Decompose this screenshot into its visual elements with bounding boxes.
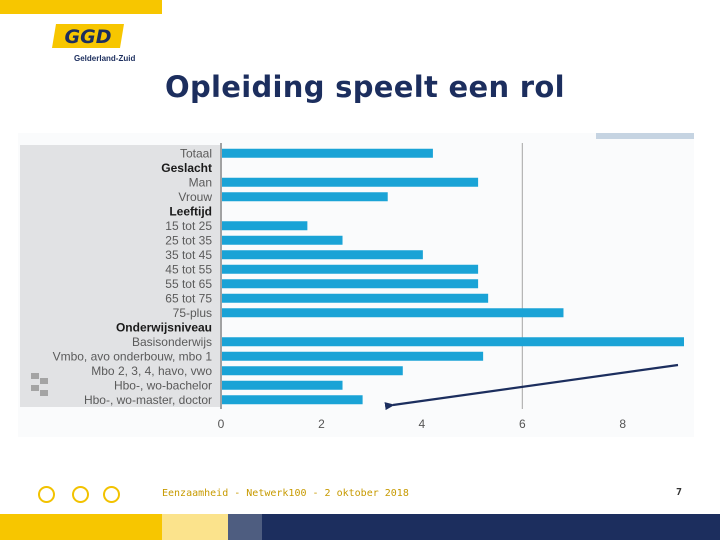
x-tick-label: 2: [318, 417, 325, 431]
category-label: Hbo-, wo-bachelor: [114, 378, 212, 392]
bar: [222, 221, 308, 231]
bar: [222, 395, 363, 405]
bar: [222, 380, 343, 390]
category-label: 55 tot 65: [165, 277, 212, 291]
category-header-label: Onderwijsniveau: [116, 320, 212, 334]
category-label: 25 tot 35: [165, 233, 212, 247]
bar: [222, 177, 479, 187]
category-label: Vrouw: [178, 190, 212, 204]
category-label: Man: [189, 175, 212, 189]
source-logo-mark: [31, 373, 39, 379]
chart-top-strip: [596, 133, 694, 139]
logo-subtitle: Gelderland-Zuid: [74, 54, 136, 63]
category-label: Hbo-, wo-master, doctor: [84, 393, 212, 407]
x-tick-label: 8: [619, 417, 626, 431]
category-label: 65 tot 75: [165, 291, 212, 305]
footer-circle: [72, 486, 89, 503]
logo-text: GGD: [65, 26, 112, 48]
bottom-bar-yellow: [0, 514, 162, 540]
bar: [222, 337, 684, 347]
chart-container: Totaal Geslacht Man Vrouw Leeftijd 15 tot 25 2…: [18, 133, 694, 437]
bar: [222, 148, 433, 158]
bar: [222, 308, 564, 318]
annotation-arrow: [384, 363, 679, 411]
category-label: 75-plus: [173, 306, 212, 320]
x-tick-label: 4: [419, 417, 426, 431]
category-header-label: Leeftijd: [169, 204, 212, 218]
bar: [222, 264, 479, 274]
bar: [222, 192, 388, 202]
bar: [222, 366, 403, 376]
source-logo-mark: [40, 378, 48, 384]
top-accent-bar: [0, 0, 162, 14]
category-label: Vmbo, avo onderbouw, mbo 1: [53, 349, 213, 363]
category-label: 35 tot 45: [165, 248, 212, 262]
page-number: 7: [676, 487, 683, 498]
source-logo-mark: [31, 385, 39, 391]
ggd-logo: GGD Gelderland-Zuid: [52, 24, 182, 68]
bar: [222, 279, 479, 289]
category-label: Mbo 2, 3, 4, havo, vwo: [91, 364, 212, 378]
bar: [222, 351, 484, 361]
footer-circle: [103, 486, 120, 503]
category-label: Basisonderwijs: [132, 335, 212, 349]
bottom-bar-light-yellow: [162, 514, 228, 540]
category-label: Totaal: [180, 146, 212, 160]
ggd-logo-mark: GGD: [52, 24, 124, 48]
label-panel: [20, 145, 220, 407]
x-tick-label: 6: [519, 417, 526, 431]
bar: [222, 250, 423, 260]
slide-title: Opleiding speelt een rol: [165, 70, 565, 104]
x-tick-label: 0: [218, 417, 225, 431]
bottom-bar-slate: [228, 514, 262, 540]
source-logo-mark: [40, 390, 48, 396]
category-label: 45 tot 55: [165, 262, 212, 276]
category-label: 15 tot 25: [165, 219, 212, 233]
footer-caption: Eenzaamheid - Netwerk100 - 2 oktober 201…: [162, 488, 409, 499]
category-header-label: Geslacht: [161, 161, 212, 175]
bar: [222, 293, 489, 303]
bar: [222, 235, 343, 245]
footer-circle: [38, 486, 55, 503]
